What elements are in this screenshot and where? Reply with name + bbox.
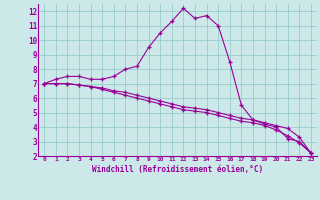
X-axis label: Windchill (Refroidissement éolien,°C): Windchill (Refroidissement éolien,°C) [92, 165, 263, 174]
